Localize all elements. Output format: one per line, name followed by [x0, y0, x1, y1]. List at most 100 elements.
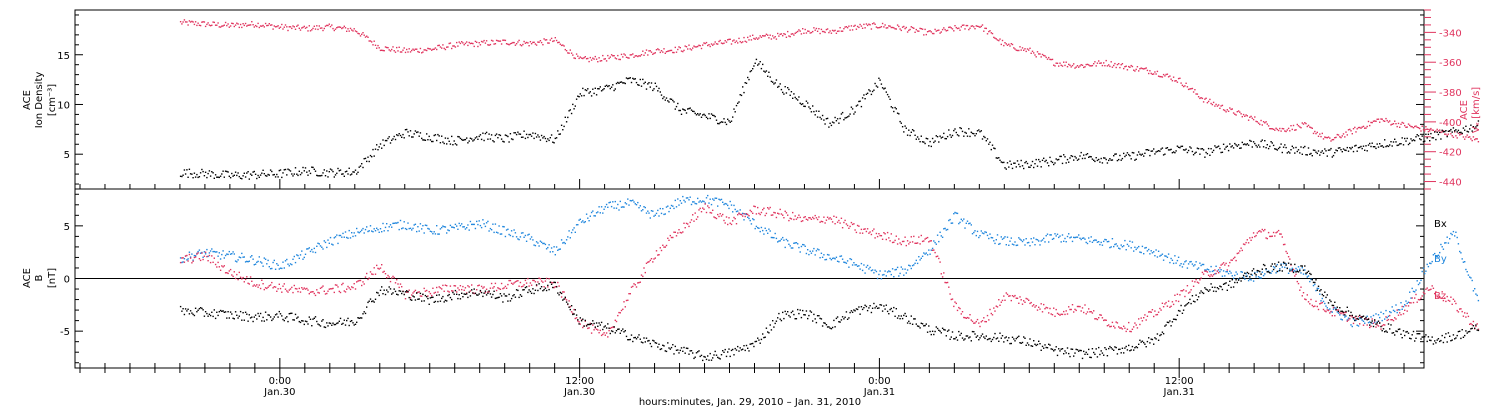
by-point: [801, 246, 802, 247]
by-point: [947, 229, 948, 230]
ion-density-point: [485, 133, 486, 134]
ion-density-point: [400, 135, 401, 136]
by-point: [678, 204, 679, 205]
vx-point: [592, 58, 593, 59]
bx-point: [826, 324, 827, 325]
by-point: [1237, 273, 1238, 274]
vx-point: [1019, 46, 1020, 47]
by-point: [1168, 253, 1169, 254]
ion-density-point: [1177, 146, 1178, 147]
vx-point: [381, 50, 382, 51]
vx-point: [1415, 125, 1416, 126]
vx-point: [1444, 134, 1445, 135]
vx-point: [204, 21, 205, 22]
by-point: [470, 221, 471, 222]
vx-point: [192, 21, 193, 22]
bz-point: [918, 236, 919, 237]
ion-density-point: [796, 98, 797, 99]
by-point: [621, 207, 622, 208]
vx-point: [379, 47, 380, 48]
vx-point: [446, 47, 447, 48]
bz-point: [1126, 331, 1127, 332]
by-point: [462, 226, 463, 227]
bz-point: [1011, 300, 1012, 301]
by-point: [778, 240, 779, 241]
ion-density-point: [826, 118, 827, 119]
bx-point: [196, 311, 197, 312]
ion-density-point: [1229, 143, 1230, 144]
vx-point: [442, 44, 443, 45]
bz-point: [758, 213, 759, 214]
bz-point: [181, 257, 182, 258]
ion-density-point: [1452, 131, 1453, 132]
bx-point: [244, 320, 245, 321]
bz-point: [219, 266, 220, 267]
vx-point: [352, 30, 353, 31]
bx-point: [743, 345, 744, 346]
bz-point: [1333, 307, 1334, 308]
ion-density-point: [551, 134, 552, 135]
ion-density-point: [521, 137, 522, 138]
bz-point: [1199, 279, 1200, 280]
ion-density-point: [395, 139, 396, 140]
ion-density-point: [1359, 147, 1360, 148]
ion-density-point: [1280, 143, 1281, 144]
ion-density-point: [616, 83, 617, 84]
by-point: [892, 268, 893, 269]
ion-density-point: [356, 173, 357, 174]
bz-point: [721, 215, 722, 216]
bz-point: [727, 224, 728, 225]
ion-density-point: [718, 123, 719, 124]
bz-point: [379, 268, 380, 269]
bx-point: [234, 318, 235, 319]
bx-point: [342, 323, 343, 324]
vx-point: [1374, 120, 1375, 121]
bz-point: [259, 284, 260, 285]
by-point: [1092, 242, 1093, 243]
by-point: [760, 231, 761, 232]
bx-point: [334, 324, 335, 325]
bz-point: [201, 252, 202, 253]
by-point: [954, 212, 955, 213]
ion-density-point: [651, 82, 652, 83]
bz-point: [277, 288, 278, 289]
by-point: [202, 257, 203, 258]
ion-density-point: [419, 136, 420, 137]
by-point: [881, 278, 882, 279]
by-point: [1143, 253, 1144, 254]
by-point: [1172, 260, 1173, 261]
by-point: [1098, 241, 1099, 242]
ion-density-point: [1207, 153, 1208, 154]
ion-density-point: [967, 136, 968, 137]
by-point: [806, 253, 807, 254]
vx-point: [500, 40, 501, 41]
by-point: [896, 269, 897, 270]
by-point: [663, 214, 664, 215]
by-point: [330, 237, 331, 238]
ion-density-point: [647, 83, 648, 84]
by-point: [1350, 324, 1351, 325]
vx-point: [1227, 109, 1228, 110]
by-point: [1427, 264, 1428, 265]
ion-density-point: [1129, 155, 1130, 156]
bz-point: [943, 272, 944, 273]
by-point: [214, 251, 215, 252]
bz-point: [261, 280, 262, 281]
by-point: [1407, 303, 1408, 304]
vx-point: [540, 40, 541, 41]
ion-density-point: [883, 88, 884, 89]
by-point: [1419, 282, 1420, 283]
by-point: [1086, 242, 1087, 243]
bz-point: [1463, 316, 1464, 317]
ion-density-point: [581, 95, 582, 96]
ion-density-point: [192, 177, 193, 178]
ion-density-point: [1083, 154, 1084, 155]
by-point: [1134, 247, 1135, 248]
vx-point: [472, 43, 473, 44]
vx-point: [819, 33, 820, 34]
bx-point: [184, 314, 185, 315]
bz-point: [1342, 312, 1343, 313]
ion-density-point: [1188, 150, 1189, 151]
vx-point: [495, 43, 496, 44]
